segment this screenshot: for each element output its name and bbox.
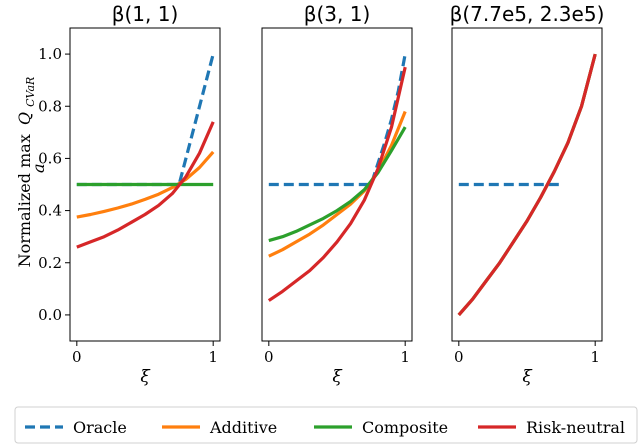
x-axis-label: ξ <box>522 367 533 387</box>
x-axis-label: ξ <box>140 367 151 387</box>
x-tick-label: 0 <box>454 348 464 366</box>
y-tick-label: 0.8 <box>38 97 62 115</box>
series-line-risk-neutral <box>76 121 215 249</box>
series-line-risk-neutral <box>267 66 407 302</box>
x-tick-label: 1 <box>400 348 410 366</box>
panel-title: β(1, 1) <box>112 2 179 26</box>
series-line-composite <box>268 126 407 243</box>
y-tick-label: 0.4 <box>38 202 62 220</box>
legend-label-composite: Composite <box>362 418 448 437</box>
panels-group: β(1, 1)0 1ξ0.00.20.40.60.81.0β(3, 1)0 1ξβ(… <box>38 2 604 387</box>
x-tick-label: 1 <box>590 348 600 366</box>
legend-label-oracle: Oracle <box>73 418 127 437</box>
y-axis-label: Normalized max Q CVaR a <box>15 77 48 268</box>
y-tick-label: 0.6 <box>38 149 62 167</box>
panel-title: β(7.7e5, 2.3e5) <box>450 2 605 26</box>
legend-label-additive: Additive <box>209 418 277 437</box>
ylabel-sub: a <box>29 163 48 173</box>
series-line-additive <box>76 150 215 219</box>
legend-frame <box>14 406 638 444</box>
panel-1: β(1, 1) 0 1 ξ 0.0 0.2 0.4 0.6 0.8 1.0 <box>38 2 221 387</box>
panel-frame <box>451 27 603 342</box>
ylabel-q: Q <box>15 112 34 125</box>
x-tick-label: 1 <box>208 348 218 366</box>
y-tick-label: 1.0 <box>38 45 62 63</box>
svg-text:Normalized max Q C: Normalized max Q CVaR <box>15 77 37 268</box>
x-tick-label: 0 <box>72 348 82 366</box>
x-axis-label: ξ <box>332 367 343 387</box>
panel-frame <box>261 27 413 342</box>
legend-label-risk-neutral: Risk-neutral <box>526 418 625 437</box>
panel-2: β(3, 1) 0 1 ξ <box>261 2 413 387</box>
y-tick-label: 0.0 <box>38 306 62 324</box>
legend: Oracle Additive Composite Risk-neutral <box>14 406 638 444</box>
ylabel-prefix: Normalized max <box>15 134 34 267</box>
series-line-oracle <box>268 53 407 187</box>
y-tick-label: 0.2 <box>38 254 62 272</box>
series-line-risk-neutral <box>457 53 597 316</box>
panel-3: β(7.7e5, 2.3e5) 0 1 ξ <box>450 2 605 387</box>
x-tick-label: 0 <box>264 348 274 366</box>
panel-frame <box>69 27 221 342</box>
ylabel-q-sub: CVaR <box>24 77 37 107</box>
panel-title: β(3, 1) <box>304 2 371 26</box>
